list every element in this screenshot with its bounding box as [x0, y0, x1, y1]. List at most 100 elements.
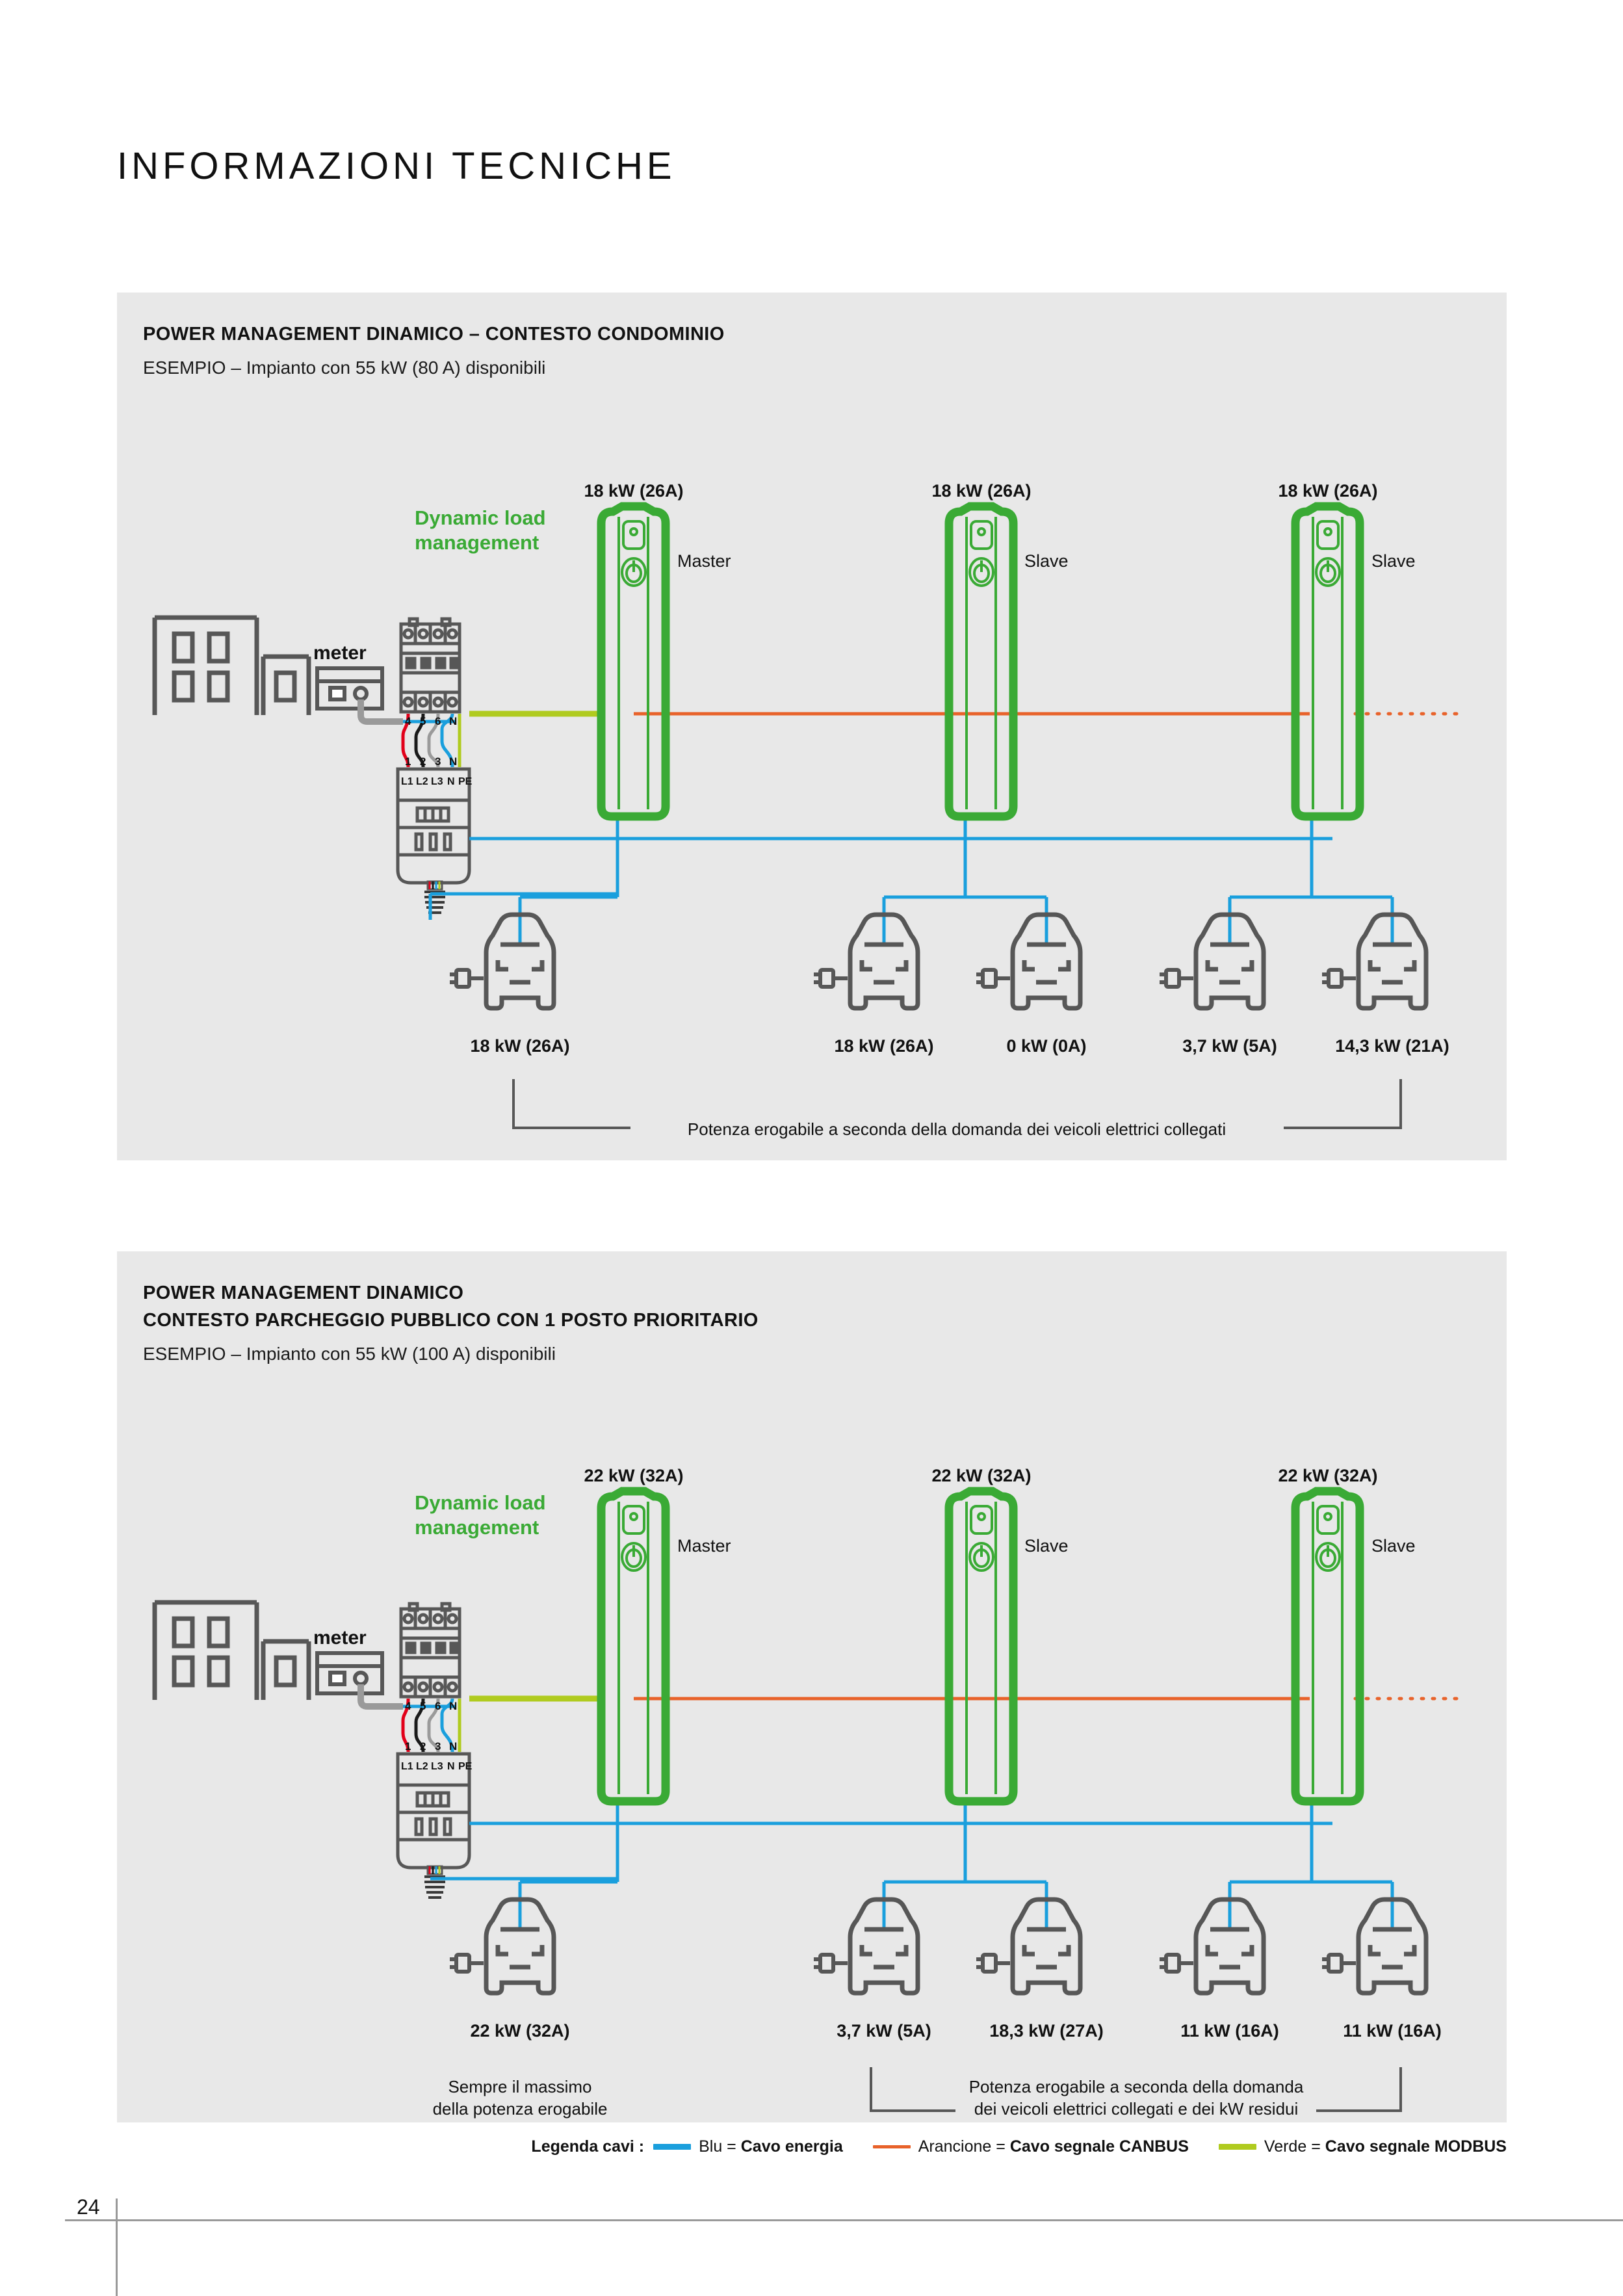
junction-cable-stub — [424, 880, 445, 914]
page-number: 24 — [77, 2195, 100, 2219]
station-power-3: 18 kW (26A) — [1278, 481, 1378, 501]
dynamic-load-management-label-2: Dynamic load management — [415, 1491, 546, 1540]
building-icon — [152, 615, 311, 715]
panel-1-heading: POWER MANAGEMENT DINAMICO – CONTESTO CON… — [143, 324, 725, 345]
cable-legend: Legenda cavi : Blu = Cavo energia Aranci… — [117, 2127, 1507, 2166]
breaker-terminal-bottom-2: 2 — [420, 1740, 426, 1753]
breaker-terminal-top-2: 5 — [420, 1700, 426, 1712]
legend-title: Legenda cavi : — [531, 2137, 645, 2156]
panel-1-subtitle: ESEMPIO – Impianto con 55 kW (80 A) disp… — [143, 358, 546, 378]
meter-label-1: meter — [313, 642, 367, 664]
panel-2-diagram — [117, 1251, 1507, 2122]
junction-cable-stub — [424, 1865, 445, 1899]
legend-swatch-green — [1218, 2143, 1256, 2150]
car-power-5: 11 kW (16A) — [1343, 2021, 1442, 2041]
car-power-5: 14,3 kW (21A) — [1335, 1036, 1449, 1056]
breaker-terminal-bottom-3: 3 — [435, 755, 441, 768]
circuit-breaker-icon — [399, 617, 461, 714]
breaker-terminal-bottom-1: 1 — [405, 755, 411, 768]
breaker-terminal-bottom-1: 1 — [405, 1740, 411, 1753]
station-power-icon — [621, 557, 647, 587]
car-group-2 — [814, 1897, 920, 1996]
car-group-2 — [814, 912, 920, 1011]
legend-sep-blu: = — [722, 2137, 741, 2156]
caption-bracket — [512, 1079, 1402, 1129]
station-role-2: Slave — [1024, 551, 1069, 571]
energy-bus — [430, 1797, 1394, 1929]
car-group-3 — [976, 912, 1083, 1011]
junction-terminal-pe: PE — [458, 776, 473, 787]
panel-2-svg — [152, 1487, 1468, 2112]
car-group-4 — [1160, 912, 1266, 1011]
junction-terminal-l2: L2 — [416, 776, 428, 787]
charging-station-master — [597, 502, 670, 821]
dlm-line2: management — [415, 1515, 539, 1539]
panel-2-caption-left-line1: Sempre il massimo — [448, 2077, 592, 2096]
dlm-line2: management — [415, 530, 539, 554]
charging-station-slave-1 — [944, 502, 1018, 821]
junction-terminal-l1: L1 — [401, 776, 413, 787]
breaker-wires — [401, 1698, 461, 1753]
station-power-1: 18 kW (26A) — [584, 481, 684, 501]
car-power-1: 18 kW (26A) — [470, 1036, 570, 1056]
meter-label-2: meter — [313, 1627, 367, 1649]
legend-color-blu: Blu — [699, 2137, 723, 2156]
breaker-terminal-bottom-2: 2 — [420, 755, 426, 768]
charging-station-slave-2 — [1291, 502, 1364, 821]
energy-bus — [428, 813, 1394, 945]
car-power-4: 11 kW (16A) — [1180, 2021, 1279, 2041]
meter-icon — [315, 1651, 384, 1695]
panel-1-caption: Potenza erogabile a seconda della domand… — [688, 1118, 1226, 1140]
dynamic-load-management-label-1: Dynamic load management — [415, 506, 546, 555]
legend-desc-arancione: Cavo segnale CANBUS — [1009, 2137, 1189, 2156]
building-icon — [152, 1600, 311, 1700]
panel-1-diagram — [117, 293, 1507, 1160]
panel-2-heading-line1: POWER MANAGEMENT DINAMICO — [143, 1283, 464, 1303]
car-group-4 — [1160, 1897, 1266, 1996]
panel-2-caption-left-line2: della potenza erogabile — [432, 2099, 608, 2119]
car-power-2: 18 kW (26A) — [834, 1036, 934, 1056]
legend-desc-blu: Cavo energia — [740, 2137, 843, 2156]
station-role-3: Slave — [1371, 1536, 1416, 1556]
diagram-panel-condominio: POWER MANAGEMENT DINAMICO – CONTESTO CON… — [117, 293, 1507, 1160]
junction-terminal-l1: L1 — [401, 1761, 413, 1772]
station-role-1: Master — [677, 1536, 731, 1556]
legend-swatch-blue — [653, 2143, 692, 2150]
meter-icon — [315, 666, 384, 711]
junction-box-icon — [396, 1752, 471, 1870]
panel-2-caption-right-line1: Potenza erogabile a seconda della domand… — [968, 2077, 1304, 2096]
plug-icon — [450, 968, 484, 989]
diagram-panel-parcheggio: POWER MANAGEMENT DINAMICO CONTESTO PARCH… — [117, 1251, 1507, 2122]
junction-terminal-n: N — [447, 1761, 455, 1772]
car-power-4: 3,7 kW (5A) — [1182, 1036, 1277, 1056]
legend-sep-arancione: = — [991, 2137, 1010, 2156]
breaker-terminal-top-3: 6 — [435, 715, 441, 727]
car-power-2: 3,7 kW (5A) — [837, 2021, 931, 2041]
station-power-2: 22 kW (32A) — [931, 1466, 1032, 1485]
legend-color-arancione: Arancione — [918, 2137, 992, 2156]
car-group-5 — [1322, 1897, 1429, 1996]
breaker-terminal-bottom-4: N — [449, 755, 458, 768]
breaker-terminal-top-4: N — [449, 1700, 458, 1712]
breaker-wires — [401, 713, 461, 768]
panel-2-caption-right: Potenza erogabile a seconda della domand… — [969, 2076, 1304, 2120]
breaker-terminal-top-1: 4 — [405, 715, 411, 727]
breaker-terminal-top-4: N — [449, 715, 458, 727]
meter-cable — [357, 1684, 403, 1710]
footer-rule-vertical — [116, 2198, 118, 2296]
car-power-3: 18,3 kW (27A) — [989, 2021, 1104, 2041]
breaker-terminal-top-3: 6 — [435, 1700, 441, 1712]
legend-item-verde: Verde = Cavo segnale MODBUS — [1218, 2137, 1507, 2156]
panel-2-caption-right-line2: dei veicoli elettrici collegati e dei kW… — [974, 2099, 1299, 2119]
car-power-3: 0 kW (0A) — [1006, 1036, 1087, 1056]
panel-2-subtitle: ESEMPIO – Impianto con 55 kW (100 A) dis… — [143, 1344, 556, 1364]
panel-2-heading-line2: CONTESTO PARCHEGGIO PUBBLICO CON 1 POSTO… — [143, 1310, 759, 1331]
caption-bracket — [870, 2067, 1402, 2112]
panel-2-caption-left: Sempre il massimo della potenza erogabil… — [433, 2076, 608, 2120]
charging-station-slave-1 — [944, 1487, 1018, 1806]
station-role-1: Master — [677, 551, 731, 571]
car-group-5 — [1322, 912, 1429, 1011]
legend-color-verde: Verde — [1264, 2137, 1307, 2156]
meter-cable — [357, 699, 403, 725]
car-group-1 — [450, 912, 556, 1011]
